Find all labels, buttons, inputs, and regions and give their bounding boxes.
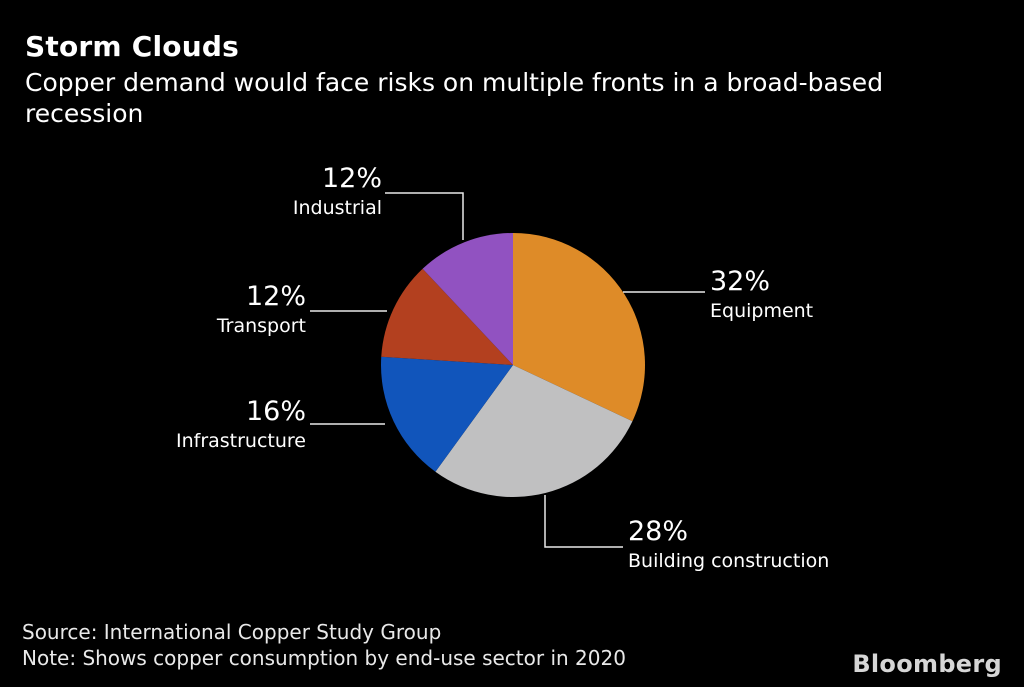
slice-label-industrial: 12% Industrial	[182, 164, 382, 220]
leader-line-building-construction	[544, 495, 623, 548]
slice-label-infrastructure: 16% Infrastructure	[106, 397, 306, 453]
slice-label-building-construction: 28% Building construction	[628, 517, 829, 573]
slice-percent-transport: 12%	[245, 281, 306, 312]
chart-header: Storm Clouds Copper demand would face ri…	[25, 30, 985, 129]
slice-name-equipment: Equipment	[710, 300, 814, 322]
bloomberg-logo: Bloomberg	[852, 650, 1002, 678]
slice-percent-industrial: 12%	[321, 163, 382, 194]
chart-footer: Source: International Copper Study Group…	[22, 619, 626, 671]
slice-name-transport: Transport	[216, 315, 306, 337]
slice-name-infrastructure: Infrastructure	[175, 430, 306, 452]
leader-line-industrial	[385, 192, 464, 240]
chart-title: Storm Clouds	[25, 30, 239, 63]
pie-slice-transport	[381, 268, 513, 365]
pie-slice-industrial	[422, 233, 513, 365]
slice-name-industrial: Industrial	[292, 197, 382, 219]
slice-label-equipment: 32% Equipment	[710, 267, 813, 323]
chart-subtitle: Copper demand would face risks on multip…	[25, 68, 884, 128]
pie-chart	[380, 233, 646, 498]
slice-label-transport: 12% Transport	[106, 282, 306, 338]
slice-percent-infrastructure: 16%	[245, 396, 306, 427]
pie-slice-equipment	[513, 233, 646, 422]
pie-slice-building-construction	[435, 365, 633, 498]
source-text: Source: International Copper Study Group	[22, 620, 442, 644]
slice-name-building-construction: Building construction	[628, 550, 830, 572]
pie-slice-infrastructure	[380, 356, 513, 472]
slice-percent-equipment: 32%	[710, 266, 771, 297]
slice-percent-building-construction: 28%	[628, 516, 689, 547]
note-text: Note: Shows copper consumption by end-us…	[22, 646, 626, 670]
